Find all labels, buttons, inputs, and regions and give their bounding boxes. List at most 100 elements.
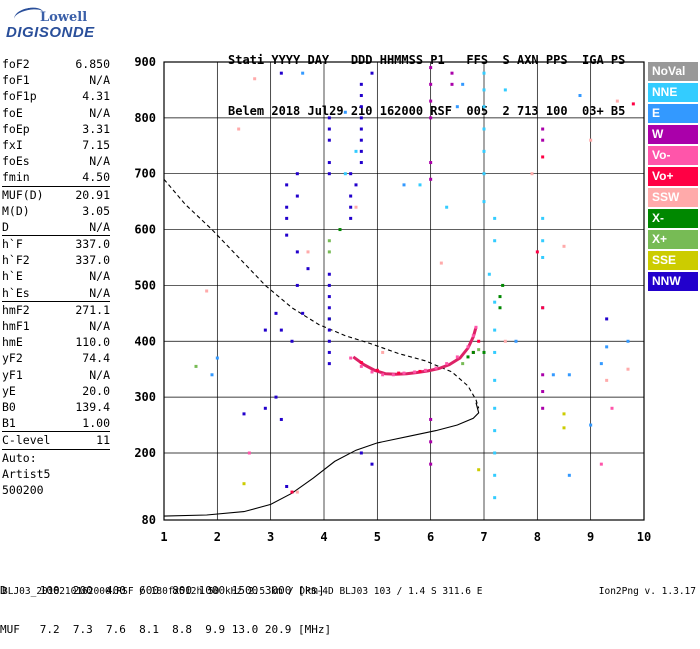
echo-point-w — [541, 390, 545, 394]
plot-frame — [163, 61, 645, 521]
echo-point-nnw — [295, 194, 299, 198]
echo-point-nnw — [359, 94, 363, 98]
x-tick-label: 10 — [637, 530, 651, 544]
x-tick-label: 4 — [320, 530, 327, 544]
param-value: 11 — [96, 433, 110, 448]
echo-point-nne — [482, 127, 486, 131]
echo-point-ssw — [530, 172, 534, 176]
echo-point-ssw — [503, 339, 507, 343]
param-row: foF2 6.850 — [2, 56, 110, 72]
y-tick-label: 900 — [134, 55, 156, 69]
x-tick-label: 9 — [587, 530, 594, 544]
logo-line2: DIGISONDE — [6, 24, 95, 41]
param-label: D — [2, 219, 9, 234]
echo-point-nnw — [285, 216, 289, 220]
x-tick-label: 3 — [267, 530, 274, 544]
param-value: 6.850 — [75, 57, 110, 71]
legend-item: NNE — [648, 83, 698, 102]
y-tick-label: 300 — [134, 390, 156, 404]
echo-point-vo — [370, 370, 374, 374]
y-tick-label: 400 — [134, 334, 156, 348]
echo-point-vo — [445, 362, 449, 366]
x-tick-label: 6 — [427, 530, 434, 544]
param-row: yF1 N/A — [2, 367, 110, 383]
trace-solid-profile — [163, 402, 480, 517]
echo-point-e — [514, 339, 518, 343]
echo-point-nnw — [327, 339, 331, 343]
param-row: B1 1.00 — [2, 415, 110, 431]
echo-point-nnw — [349, 205, 353, 209]
echo-point-vo — [423, 368, 427, 372]
echo-point-nnw — [274, 311, 278, 315]
echo-point-vo — [477, 339, 481, 343]
echo-point-nnw — [285, 183, 289, 187]
param-label: MUF(D) — [2, 187, 44, 202]
param-row: h`Es N/A — [2, 285, 110, 301]
echo-point-nnw — [359, 116, 363, 120]
echo-point-nne — [482, 88, 486, 92]
legend-item: Vo- — [648, 146, 698, 165]
param-value: N/A — [89, 285, 110, 300]
echo-point-nnw — [327, 306, 331, 310]
param-value: 3.31 — [82, 121, 110, 136]
param-label: Auto: — [2, 450, 37, 465]
param-separator — [2, 185, 110, 187]
param-label: foF1 — [2, 73, 30, 88]
param-row: foF1p 4.31 — [2, 88, 110, 104]
muf-row: MUF 7.2 7.3 7.6 8.1 8.8 9.9 13.0 20.9 [M… — [0, 623, 332, 636]
param-row: hmF2 271.1 — [2, 302, 110, 318]
param-label: 500200 — [2, 482, 44, 497]
param-value: N/A — [89, 73, 110, 88]
echo-point-nnw — [349, 216, 353, 220]
echo-point-nnw — [327, 317, 331, 321]
echo-point-nne — [493, 300, 497, 304]
param-row: foF1 N/A — [2, 72, 110, 88]
param-value: 4.31 — [82, 89, 110, 104]
param-value: 1.00 — [82, 416, 110, 431]
echo-point-nnw — [327, 116, 331, 120]
param-row: foE N/A — [2, 105, 110, 121]
param-label: yE — [2, 383, 16, 398]
param-value: 7.15 — [82, 137, 110, 152]
echo-point-e — [626, 339, 630, 343]
echo-point-nne — [493, 451, 497, 455]
echo-point-nnw — [605, 317, 609, 321]
version-label: Ion2Png v. 1.3.17 — [598, 586, 696, 597]
echo-point-nnw — [327, 283, 331, 287]
echo-point-vo — [349, 356, 353, 360]
echo-point-nne — [503, 88, 507, 92]
echo-point-nne — [493, 239, 497, 243]
echo-point-vo — [375, 368, 379, 372]
param-separator — [2, 235, 110, 237]
echo-point-ssw — [589, 138, 593, 142]
echo-point-nne — [493, 406, 497, 410]
echo-point-vo — [418, 369, 422, 373]
echo-point-nnw — [359, 161, 363, 165]
y-tick-label: 200 — [134, 446, 156, 460]
echo-point-ssw — [626, 367, 630, 371]
echo-point-nnw — [327, 172, 331, 176]
echo-point-nnw — [349, 172, 353, 176]
param-label: yF2 — [2, 351, 23, 366]
legend-item: W — [648, 125, 698, 144]
echo-point-vo — [397, 371, 401, 375]
echo-point-ssw — [615, 99, 619, 103]
echo-point-x — [461, 362, 465, 366]
echo-point-vo — [541, 306, 545, 310]
param-row: Auto: — [2, 450, 110, 466]
param-row: 500200 — [2, 482, 110, 498]
echo-point-nne — [487, 272, 491, 276]
echo-point-sse — [562, 412, 566, 416]
trace-red-trace — [352, 326, 478, 376]
legend-item: NoVal — [648, 62, 698, 81]
echo-point-e — [455, 105, 459, 109]
echo-point-nne — [493, 216, 497, 220]
x-tick-label: 8 — [534, 530, 541, 544]
param-row: M(D) 3.05 — [2, 203, 110, 219]
echo-point-e — [210, 373, 214, 377]
echo-point-w — [541, 127, 545, 131]
param-row: D N/A — [2, 219, 110, 235]
param-value: 337.0 — [75, 237, 110, 252]
echo-point-nne — [418, 183, 422, 187]
param-label: fxI — [2, 137, 23, 152]
